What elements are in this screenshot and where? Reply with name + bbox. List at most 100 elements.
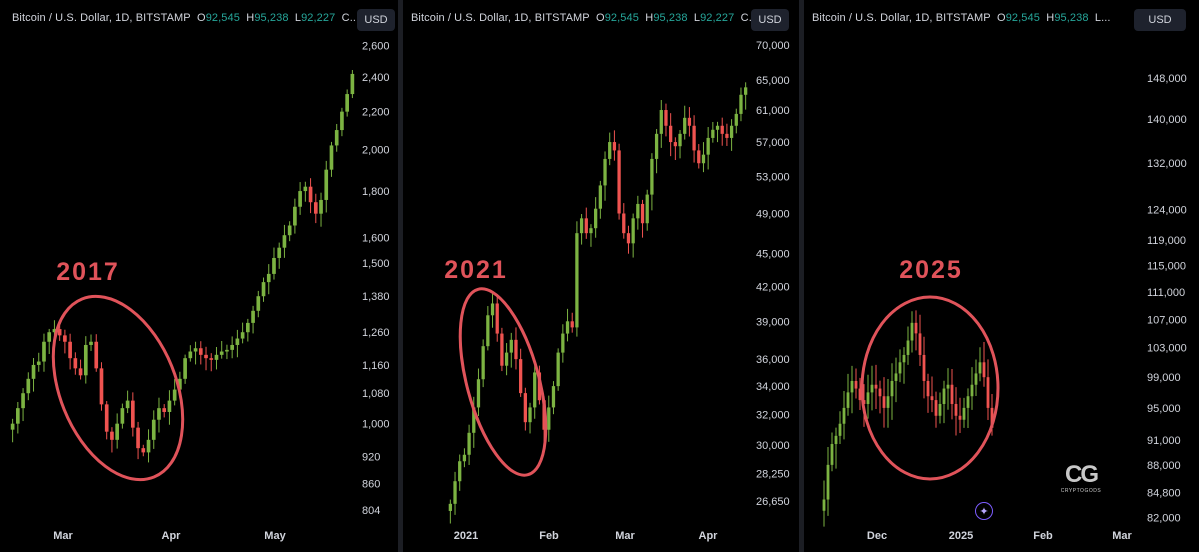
symbol-title: Bitcoin / U.S. Dollar, 1D, BITSTAMP <box>12 12 191 24</box>
candle <box>73 352 78 375</box>
candle <box>157 397 161 433</box>
candle <box>930 376 934 413</box>
candle <box>500 327 504 372</box>
cryptogods-logo-icon: CG CRYPTOGODS <box>1058 461 1104 495</box>
currency-button[interactable]: USD <box>1134 9 1186 31</box>
candle <box>57 324 62 341</box>
candle <box>589 224 593 247</box>
y-axis-tick-label: 34,000 <box>756 381 790 393</box>
candle <box>490 292 495 328</box>
candle <box>697 144 701 169</box>
candle <box>673 137 677 161</box>
y-axis-tick-label: 39,000 <box>756 316 790 328</box>
y-axis-tick-label: 2,600 <box>362 41 390 53</box>
y-axis-tick-label: 1,080 <box>362 388 390 400</box>
candle <box>146 429 151 463</box>
candle <box>946 368 950 410</box>
candle <box>826 447 830 516</box>
candle <box>734 108 738 134</box>
candle <box>272 247 276 280</box>
y-axis-tick-label: 111,000 <box>1147 287 1185 299</box>
chart-panel-2017[interactable]: Bitcoin / U.S. Dollar, 1D, BITSTAMP O92,… <box>0 0 400 552</box>
y-axis-tick-label: 103,000 <box>1147 343 1187 355</box>
high-label: H <box>645 12 654 24</box>
highlight-circle <box>51 294 185 482</box>
chart-panel-2021[interactable]: Bitcoin / U.S. Dollar, 1D, BITSTAMP O92,… <box>403 0 799 552</box>
candle <box>495 295 499 342</box>
candle <box>313 193 318 224</box>
candle <box>308 178 313 214</box>
low-label: L <box>294 12 302 24</box>
x-axis-tick-label: Apr <box>162 530 182 542</box>
candle <box>504 343 509 376</box>
candle <box>612 130 617 161</box>
candle <box>519 348 523 397</box>
year-annotation: 2025 <box>899 256 963 284</box>
candle <box>636 195 640 230</box>
candle <box>970 367 974 410</box>
y-axis-tick-label: 119,000 <box>1147 235 1186 247</box>
candle <box>350 69 355 99</box>
candle <box>556 348 560 391</box>
candle <box>334 123 339 152</box>
candle <box>584 207 588 239</box>
candle <box>664 103 668 137</box>
candle <box>650 153 654 211</box>
candle <box>486 306 490 351</box>
y-axis-tick-label: 2,400 <box>362 72 390 84</box>
candle <box>167 390 172 425</box>
open-value: 92,545 <box>604 12 639 24</box>
candlestick-chart: 70,000 65,000 61,000 57,000 53,000 49,000 45,0… <box>444 40 790 542</box>
candle <box>120 403 125 429</box>
candle <box>319 192 323 227</box>
low-label: L <box>693 12 701 24</box>
open-label: O <box>197 12 206 24</box>
y-axis-tick-label: 1,260 <box>362 327 390 339</box>
candle <box>725 123 729 146</box>
panel-divider[interactable] <box>398 0 403 552</box>
low-value: 92,227 <box>700 12 735 24</box>
currency-button[interactable]: USD <box>357 9 395 31</box>
candle <box>850 365 854 414</box>
candle <box>622 203 626 239</box>
candle <box>938 392 942 424</box>
candle <box>701 142 706 173</box>
currency-button[interactable]: USD <box>751 9 789 31</box>
candle <box>547 395 551 442</box>
logo-mark: CG <box>1065 461 1099 488</box>
candle <box>866 374 870 419</box>
y-axis-tick-label: 65,000 <box>756 75 790 87</box>
candle <box>481 339 485 388</box>
candle <box>246 318 250 342</box>
candle <box>528 402 532 434</box>
candle <box>898 349 902 383</box>
candle <box>954 387 958 436</box>
candle <box>125 390 130 414</box>
candle <box>104 401 109 440</box>
candle <box>47 328 52 355</box>
candle <box>598 180 602 219</box>
candle <box>626 225 631 254</box>
y-axis-tick-label: 61,000 <box>756 105 790 117</box>
candle <box>448 499 452 524</box>
x-axis-tick-label: May <box>264 530 286 542</box>
candle <box>251 305 255 334</box>
x-axis-tick-label: 2025 <box>949 530 973 542</box>
y-axis-tick-label: 70,000 <box>756 40 790 52</box>
x-axis-tick-label: Mar <box>53 530 73 542</box>
panel-divider[interactable] <box>799 0 804 552</box>
candle <box>565 308 570 342</box>
y-axis-tick-label: 920 <box>362 452 380 464</box>
y-axis-tick-label: 26,650 <box>756 496 790 508</box>
y-axis-tick-label: 82,000 <box>1147 512 1181 524</box>
candle <box>603 151 607 201</box>
candle <box>579 214 584 245</box>
candle <box>89 334 93 351</box>
chart-panel-2025[interactable]: Bitcoin / U.S. Dollar, 1D, BITSTAMP O92,… <box>804 0 1199 552</box>
low-label: L... <box>1094 12 1111 24</box>
sparkle-icon[interactable]: ✦ <box>975 502 993 520</box>
candle <box>10 418 15 443</box>
candle <box>822 480 826 527</box>
x-axis-tick-label: Apr <box>699 530 719 542</box>
candle <box>261 277 266 302</box>
